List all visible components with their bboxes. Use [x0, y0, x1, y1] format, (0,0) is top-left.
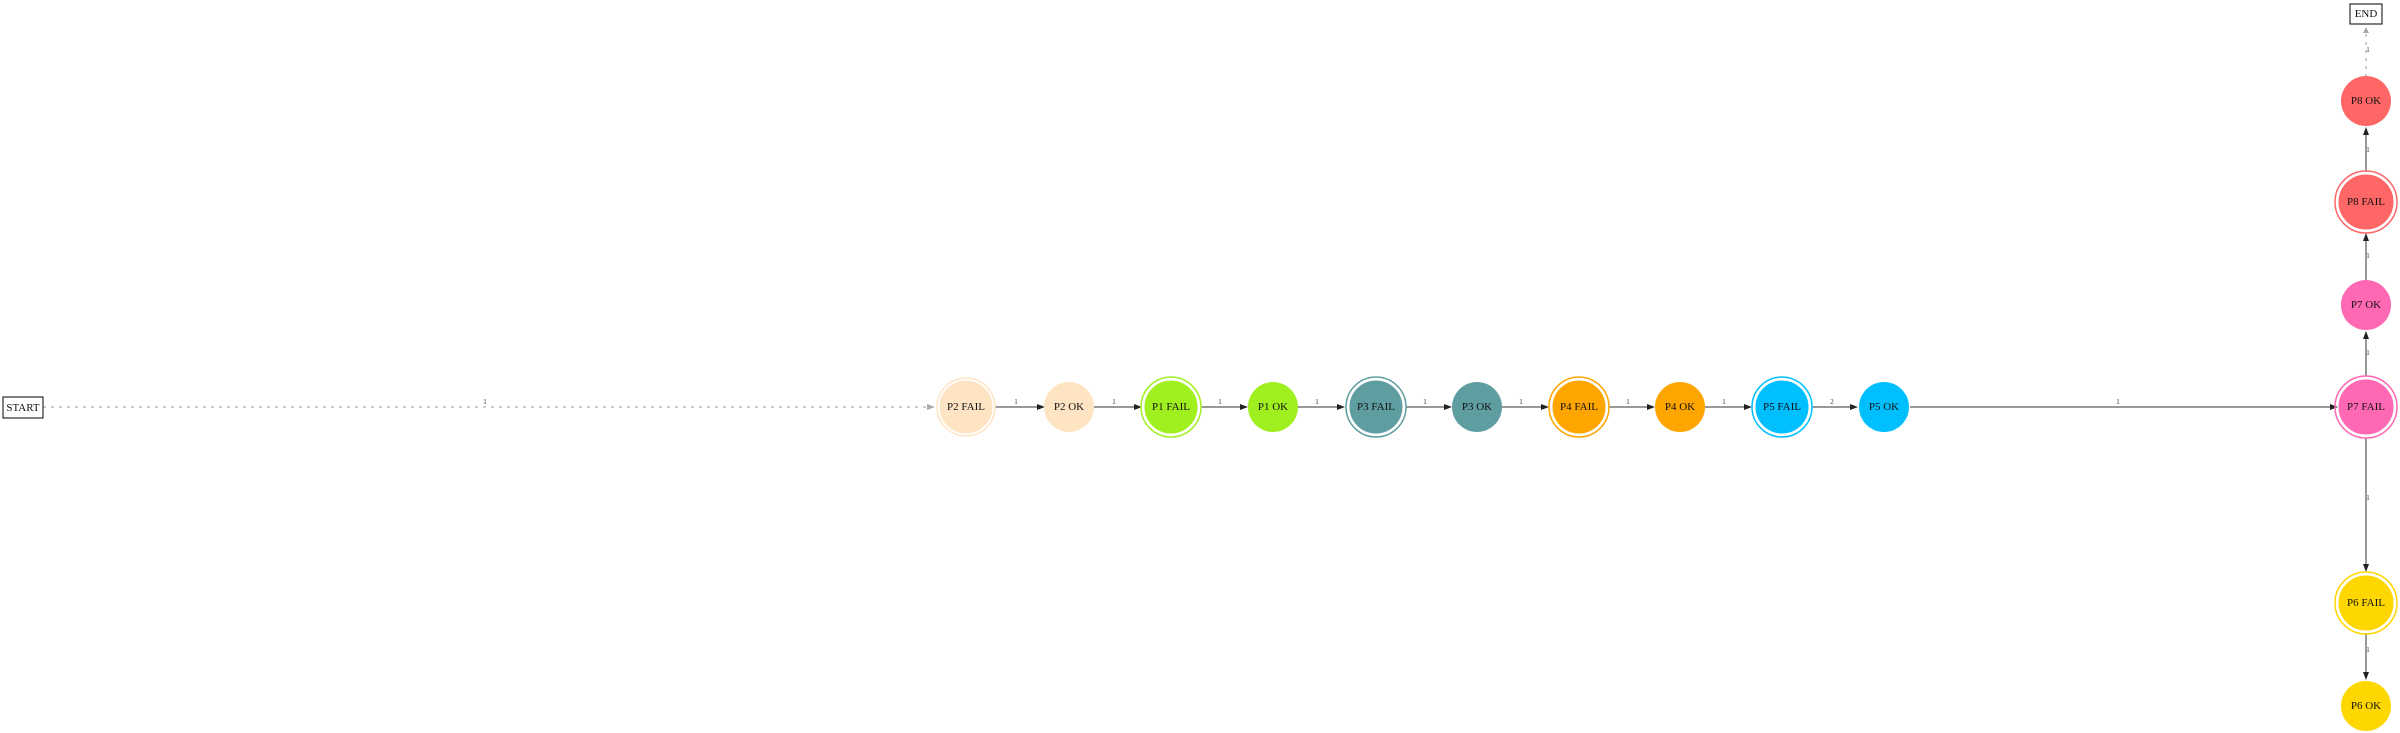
node-p7-fail[interactable]: P7 FAIL [2334, 375, 2398, 439]
node-label: P7 FAIL [2347, 401, 2385, 413]
edge-p5-ok-p7-fail: 1 [1910, 398, 2338, 410]
edge-label: 1 [483, 398, 487, 406]
edge-p7-fail-p7-ok: 1 [2363, 331, 2370, 376]
node-label: P6 FAIL [2347, 597, 2385, 609]
edge-label: 1 [1218, 398, 1222, 406]
node-p8-fail[interactable]: P8 FAIL [2334, 170, 2398, 234]
edge-p1-ok-p3-fail: 1 [1298, 398, 1345, 410]
edge-p1-fail-p1-ok: 1 [1201, 398, 1248, 410]
node-p4-ok[interactable]: P4 OK [1655, 382, 1705, 432]
edge-start-p2-fail: 1 [43, 398, 935, 410]
node-label: P6 OK [2351, 700, 2381, 712]
node-label: P5 FAIL [1763, 401, 1801, 413]
node-p3-ok[interactable]: P3 OK [1452, 382, 1502, 432]
edge-label: 1 [2366, 252, 2370, 260]
node-label: P2 FAIL [947, 401, 985, 413]
node-p7-ok[interactable]: P7 OK [2341, 280, 2391, 330]
node-p2-ok[interactable]: P2 OK [1044, 382, 1094, 432]
node-label: P8 OK [2351, 95, 2381, 107]
start-label: START [6, 402, 40, 414]
edge-label: 1 [1423, 398, 1427, 406]
edge-label: 1 [1626, 398, 1630, 406]
edge-label: 1 [1315, 398, 1319, 406]
node-p5-fail[interactable]: P5 FAIL [1751, 376, 1813, 438]
edge-p2-fail-p2-ok: 1 [995, 398, 1045, 410]
edge-label: 1 [1722, 398, 1726, 406]
edge-label: 1 [2116, 398, 2120, 406]
edge-p2-ok-p1-fail: 1 [1094, 398, 1142, 410]
node-label: P5 OK [1869, 401, 1899, 413]
node-p3-fail[interactable]: P3 FAIL [1345, 376, 1407, 438]
node-label: P2 OK [1054, 401, 1084, 413]
node-label: P4 OK [1665, 401, 1695, 413]
node-label: P1 OK [1258, 401, 1288, 413]
edge-p7-ok-p8-fail: 1 [2363, 233, 2370, 280]
node-p6-ok[interactable]: P6 OK [2341, 681, 2391, 731]
edge-label: 1 [2366, 494, 2370, 502]
edge-label: 1 [2366, 349, 2370, 357]
node-p6-fail[interactable]: P6 FAIL [2334, 571, 2398, 635]
node-label: P3 OK [1462, 401, 1492, 413]
node-p4-fail[interactable]: P4 FAIL [1548, 376, 1610, 438]
node-p8-ok[interactable]: P8 OK [2341, 76, 2391, 126]
edge-label: 1 [2366, 146, 2370, 154]
edge-p6-fail-p6-ok: 1 [2363, 633, 2370, 680]
edge-p7-fail-p6-fail: 1 [2363, 438, 2370, 572]
edge-p8-fail-p8-ok: 1 [2363, 127, 2370, 172]
node-p5-ok[interactable]: P5 OK [1859, 382, 1909, 432]
edge-p5-fail-p5-ok: 2 [1812, 398, 1858, 410]
edge-label: 1 [1519, 398, 1523, 406]
edge-label: 1 [1014, 398, 1018, 406]
start-node[interactable]: START [2, 396, 44, 419]
edge-p3-fail-p3-ok: 1 [1406, 398, 1452, 410]
edge-label: 1 [2366, 46, 2370, 54]
edge-p4-fail-p4-ok: 1 [1609, 398, 1655, 410]
node-label: P1 FAIL [1152, 401, 1190, 413]
node-label: P8 FAIL [2347, 196, 2385, 208]
end-node[interactable]: END [2349, 3, 2383, 25]
node-label: P4 FAIL [1560, 401, 1598, 413]
edge-p8-ok-end: 1 [2363, 27, 2370, 77]
edge-label: 1 [2366, 646, 2370, 654]
end-label: END [2355, 8, 2378, 20]
edge-label: 2 [1830, 398, 1834, 406]
node-label: P7 OK [2351, 299, 2381, 311]
edge-p4-ok-p5-fail: 1 [1705, 398, 1752, 410]
node-p2-fail[interactable]: P2 FAIL [936, 377, 996, 437]
edge-p3-ok-p4-fail: 1 [1502, 398, 1549, 410]
node-label: P3 FAIL [1357, 401, 1395, 413]
node-p1-fail[interactable]: P1 FAIL [1140, 376, 1202, 438]
node-p1-ok[interactable]: P1 OK [1248, 382, 1298, 432]
edge-label: 1 [1112, 398, 1116, 406]
